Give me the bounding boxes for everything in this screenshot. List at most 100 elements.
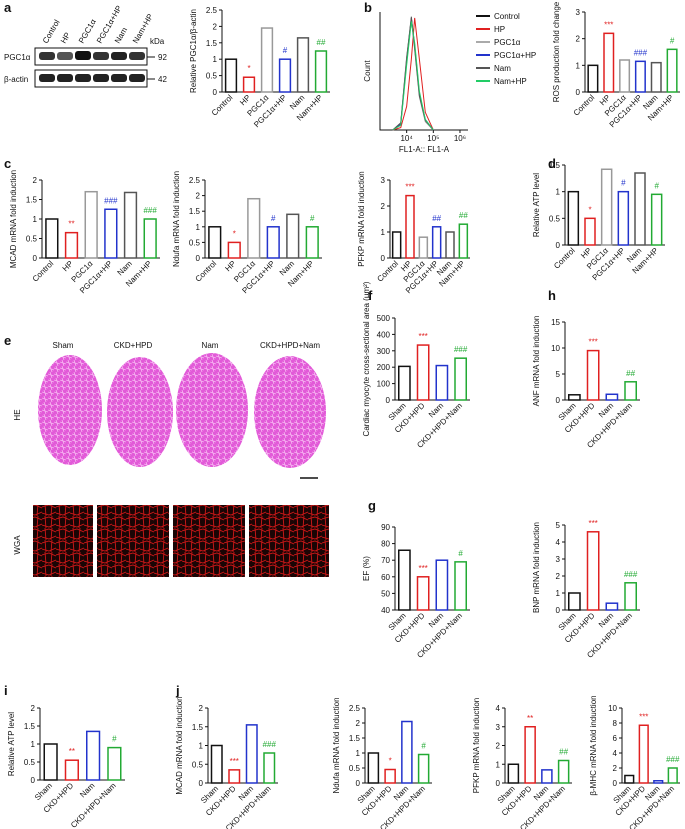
significance: ***	[418, 564, 427, 573]
y-tick-label: 0	[356, 779, 361, 788]
x-axis-label: FL1-A:: FL1-A	[399, 145, 450, 154]
bar	[64, 759, 79, 781]
significance: ##	[432, 214, 441, 223]
y-tick-label: 1	[556, 589, 561, 598]
column-label: Sham	[53, 341, 74, 350]
bar	[445, 231, 455, 259]
y-tick-label: 0.5	[189, 238, 201, 247]
y-axis-label: β-MHC mRNA fold induction	[589, 695, 598, 795]
significance: #	[670, 36, 675, 45]
column-label: CKD+HPD+Nam	[260, 341, 320, 350]
significance: ###	[624, 570, 638, 579]
y-tick-label: 2	[213, 22, 218, 31]
significance: ###	[143, 206, 157, 215]
significance: **	[527, 714, 533, 723]
bar	[586, 349, 600, 401]
bar	[384, 768, 396, 784]
axis	[564, 165, 665, 246]
x-tick-label: Nam	[78, 781, 97, 800]
axis	[394, 318, 470, 401]
y-axis-label: ANF mRNA fold induction	[532, 316, 541, 407]
y-tick-label: 2	[381, 202, 386, 211]
legend-label: Nam	[494, 64, 511, 73]
y-axis-label: Ndufa mRNA fold induction	[332, 697, 341, 793]
y-tick-label: 1	[356, 749, 361, 758]
significance: ##	[317, 38, 326, 47]
y-axis-label: EF (%)	[362, 556, 371, 581]
bar	[208, 226, 222, 259]
significance: ##	[459, 211, 468, 220]
bar	[416, 344, 430, 401]
row-label: β-actin	[4, 75, 28, 84]
y-tick-label: 0	[556, 606, 561, 615]
y-axis-label: ROS production fold change	[552, 1, 561, 102]
x-tick-label: 10⁴	[400, 134, 413, 143]
y-axis-label: MCAD mRNA fold induction	[175, 696, 184, 794]
bar	[314, 50, 328, 93]
bar	[617, 190, 630, 246]
y-tick-label: 400	[377, 330, 391, 339]
y-tick-label: 90	[381, 523, 390, 532]
axis	[394, 527, 470, 611]
bar	[541, 769, 553, 784]
bar	[624, 381, 637, 401]
significance: ###	[263, 740, 277, 749]
y-tick-label: 1.5	[349, 734, 361, 743]
axis	[41, 180, 160, 259]
significance: **	[68, 220, 74, 229]
y-tick-label: 0	[33, 254, 38, 263]
significance: ***	[418, 332, 427, 341]
bar	[43, 743, 58, 781]
x-tick-label: 10⁶	[454, 134, 466, 143]
bar	[305, 226, 319, 259]
row-label: WGA	[13, 535, 22, 555]
lane-label: HP	[59, 31, 72, 45]
y-tick-label: 1	[213, 55, 218, 64]
y-tick-label: 1	[196, 223, 201, 232]
bar	[507, 763, 520, 784]
significance: #	[621, 179, 626, 188]
panel-label: b	[364, 0, 372, 15]
bands	[39, 51, 145, 82]
y-tick-label: 50	[381, 589, 390, 598]
y-tick-label: 2	[576, 35, 581, 44]
bar	[123, 191, 138, 259]
bar	[391, 231, 402, 259]
y-tick-label: 0	[213, 88, 218, 97]
axis	[379, 12, 468, 131]
size-label: 42	[158, 75, 167, 84]
bar	[296, 37, 310, 93]
y-axis-label: Relative PGC1α/β-actin	[189, 9, 198, 93]
legend-label: PGC1α+HP	[494, 51, 536, 60]
significance: ###	[666, 755, 680, 764]
axis	[584, 12, 680, 93]
y-tick-label: 1	[381, 228, 386, 237]
y-axis-label: Relative ATP level	[532, 173, 541, 237]
bar	[667, 767, 678, 784]
bar	[653, 780, 664, 784]
bar	[260, 27, 274, 93]
bar	[227, 241, 241, 259]
bar	[584, 217, 596, 246]
y-tick-label: 0	[576, 88, 581, 97]
y-tick-label: 0	[196, 254, 201, 263]
y-tick-label: 3	[496, 723, 501, 732]
significance: ##	[626, 369, 635, 378]
significance: #	[112, 735, 117, 744]
bar	[286, 213, 300, 259]
bar	[666, 48, 678, 93]
bar	[624, 582, 637, 611]
bar	[107, 746, 122, 781]
y-tick-label: 1.5	[206, 39, 218, 48]
bar	[278, 58, 292, 93]
axis	[221, 10, 330, 93]
y-tick-label: 2	[613, 764, 618, 773]
y-tick-label: 3	[556, 555, 561, 564]
legend-label: Nam+HP	[494, 77, 527, 86]
significance: *	[233, 229, 236, 238]
panel-label: g	[368, 498, 376, 513]
y-tick-label: 60	[381, 573, 390, 582]
axis	[204, 180, 322, 259]
row-label: HE	[13, 409, 22, 420]
significance: ***	[588, 338, 597, 347]
